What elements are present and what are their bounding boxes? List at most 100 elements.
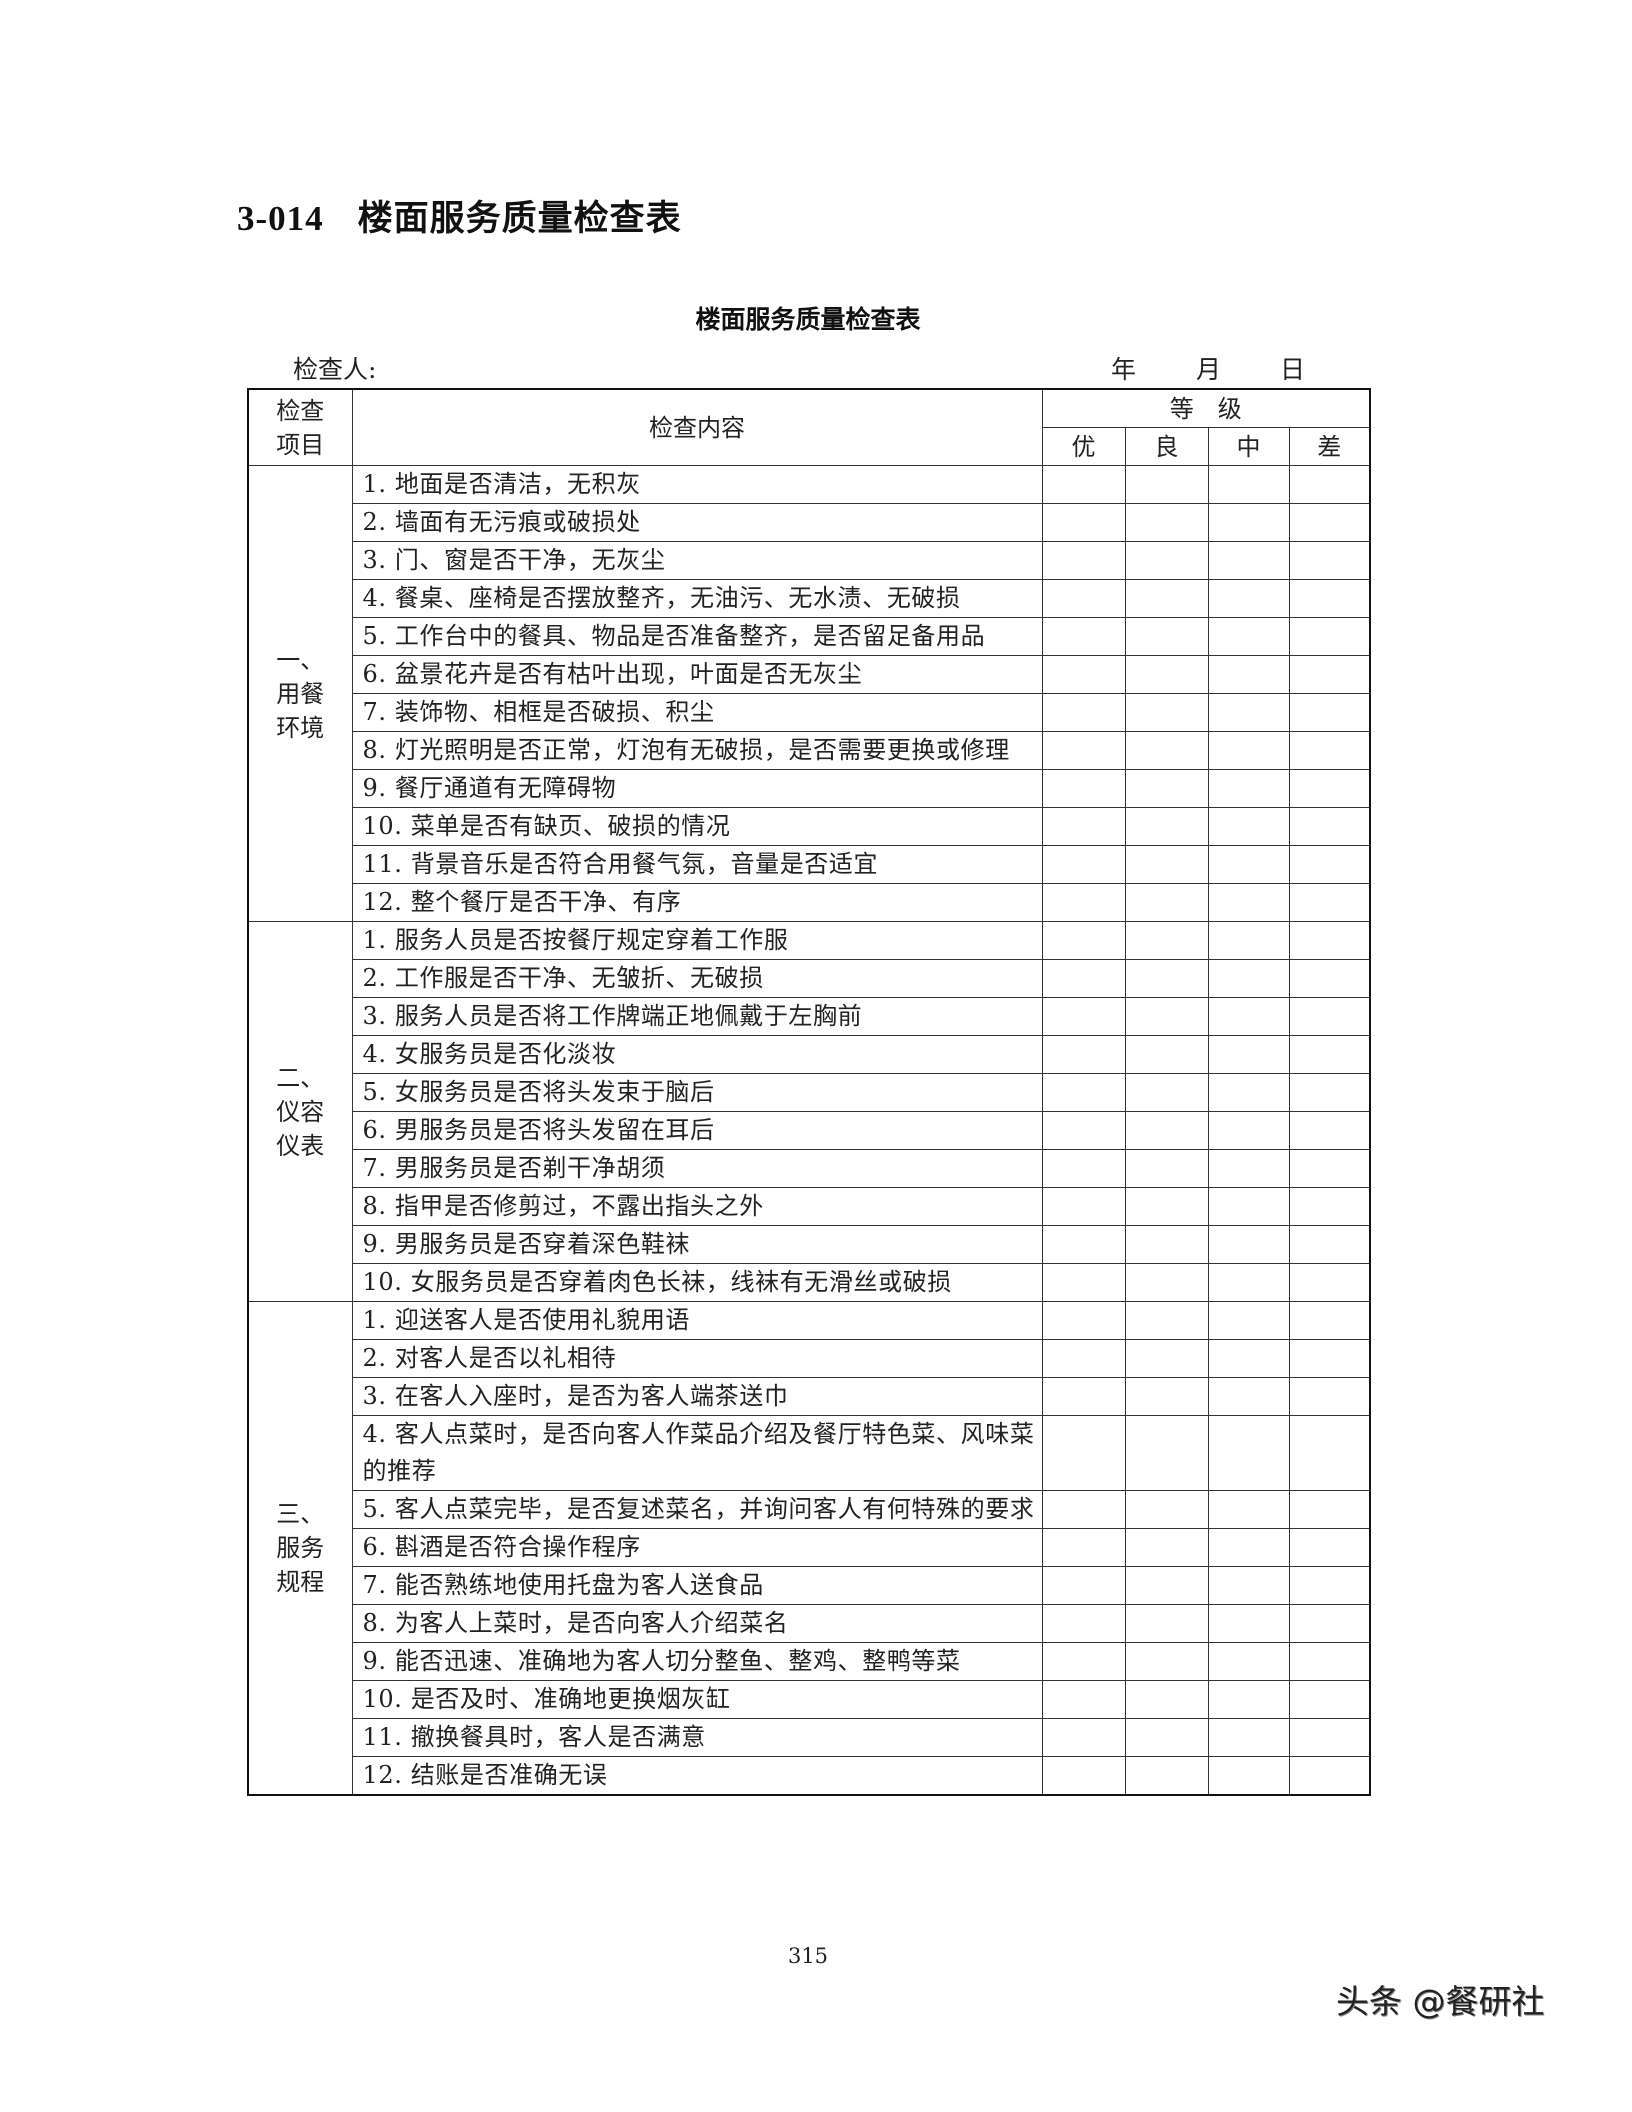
grade-cell-good[interactable] xyxy=(1124,921,1209,960)
grade-cell-poor[interactable] xyxy=(1288,1377,1371,1416)
grade-cell-poor[interactable] xyxy=(1288,1339,1371,1378)
grade-cell-good[interactable] xyxy=(1124,1377,1209,1416)
grade-cell-good[interactable] xyxy=(1124,1187,1209,1226)
grade-cell-excellent[interactable] xyxy=(1041,1301,1126,1340)
grade-cell-excellent[interactable] xyxy=(1041,1415,1126,1491)
grade-cell-poor[interactable] xyxy=(1288,693,1371,732)
grade-cell-average[interactable] xyxy=(1207,1339,1290,1378)
grade-cell-poor[interactable] xyxy=(1288,921,1371,960)
grade-cell-good[interactable] xyxy=(1124,465,1209,504)
grade-cell-average[interactable] xyxy=(1207,541,1290,580)
grade-cell-excellent[interactable] xyxy=(1041,1187,1126,1226)
grade-cell-excellent[interactable] xyxy=(1041,1263,1126,1302)
grade-cell-good[interactable] xyxy=(1124,1415,1209,1491)
grade-cell-poor[interactable] xyxy=(1288,1756,1371,1796)
grade-cell-poor[interactable] xyxy=(1288,807,1371,846)
grade-cell-poor[interactable] xyxy=(1288,731,1371,770)
grade-cell-excellent[interactable] xyxy=(1041,921,1126,960)
grade-cell-good[interactable] xyxy=(1124,883,1209,922)
grade-cell-excellent[interactable] xyxy=(1041,1528,1126,1567)
grade-cell-excellent[interactable] xyxy=(1041,1149,1126,1188)
grade-cell-poor[interactable] xyxy=(1288,1035,1371,1074)
grade-cell-excellent[interactable] xyxy=(1041,883,1126,922)
grade-cell-good[interactable] xyxy=(1124,1225,1209,1264)
grade-cell-average[interactable] xyxy=(1207,1187,1290,1226)
grade-cell-excellent[interactable] xyxy=(1041,655,1126,694)
grade-cell-good[interactable] xyxy=(1124,1149,1209,1188)
grade-cell-excellent[interactable] xyxy=(1041,1377,1126,1416)
grade-cell-average[interactable] xyxy=(1207,1680,1290,1719)
grade-cell-excellent[interactable] xyxy=(1041,959,1126,998)
grade-cell-good[interactable] xyxy=(1124,1642,1209,1681)
grade-cell-poor[interactable] xyxy=(1288,845,1371,884)
grade-cell-good[interactable] xyxy=(1124,997,1209,1036)
grade-cell-average[interactable] xyxy=(1207,1718,1290,1757)
grade-cell-poor[interactable] xyxy=(1288,1604,1371,1643)
grade-cell-average[interactable] xyxy=(1207,921,1290,960)
grade-cell-good[interactable] xyxy=(1124,769,1209,808)
grade-cell-excellent[interactable] xyxy=(1041,579,1126,618)
grade-cell-good[interactable] xyxy=(1124,1490,1209,1529)
grade-cell-excellent[interactable] xyxy=(1041,1111,1126,1150)
grade-cell-good[interactable] xyxy=(1124,1566,1209,1605)
grade-cell-average[interactable] xyxy=(1207,1035,1290,1074)
grade-cell-poor[interactable] xyxy=(1288,1566,1371,1605)
grade-cell-average[interactable] xyxy=(1207,1225,1290,1264)
grade-cell-excellent[interactable] xyxy=(1041,807,1126,846)
grade-cell-average[interactable] xyxy=(1207,1377,1290,1416)
grade-cell-average[interactable] xyxy=(1207,1528,1290,1567)
grade-cell-average[interactable] xyxy=(1207,1604,1290,1643)
grade-cell-poor[interactable] xyxy=(1288,1680,1371,1719)
grade-cell-average[interactable] xyxy=(1207,1642,1290,1681)
grade-cell-poor[interactable] xyxy=(1288,997,1371,1036)
grade-cell-poor[interactable] xyxy=(1288,1490,1371,1529)
grade-cell-average[interactable] xyxy=(1207,1301,1290,1340)
grade-cell-average[interactable] xyxy=(1207,503,1290,542)
grade-cell-excellent[interactable] xyxy=(1041,1718,1126,1757)
grade-cell-excellent[interactable] xyxy=(1041,1225,1126,1264)
grade-cell-excellent[interactable] xyxy=(1041,1490,1126,1529)
grade-cell-excellent[interactable] xyxy=(1041,693,1126,732)
grade-cell-average[interactable] xyxy=(1207,1490,1290,1529)
grade-cell-excellent[interactable] xyxy=(1041,845,1126,884)
grade-cell-excellent[interactable] xyxy=(1041,541,1126,580)
grade-cell-average[interactable] xyxy=(1207,959,1290,998)
grade-cell-average[interactable] xyxy=(1207,1415,1290,1491)
grade-cell-poor[interactable] xyxy=(1288,1073,1371,1112)
grade-cell-good[interactable] xyxy=(1124,1339,1209,1378)
grade-cell-average[interactable] xyxy=(1207,693,1290,732)
grade-cell-excellent[interactable] xyxy=(1041,503,1126,542)
grade-cell-poor[interactable] xyxy=(1288,1187,1371,1226)
grade-cell-poor[interactable] xyxy=(1288,1642,1371,1681)
grade-cell-average[interactable] xyxy=(1207,1073,1290,1112)
grade-cell-poor[interactable] xyxy=(1288,1301,1371,1340)
grade-cell-good[interactable] xyxy=(1124,579,1209,618)
grade-cell-poor[interactable] xyxy=(1288,959,1371,998)
grade-cell-average[interactable] xyxy=(1207,655,1290,694)
grade-cell-average[interactable] xyxy=(1207,617,1290,656)
grade-cell-poor[interactable] xyxy=(1288,465,1371,504)
grade-cell-average[interactable] xyxy=(1207,1756,1290,1796)
grade-cell-excellent[interactable] xyxy=(1041,1756,1126,1796)
grade-cell-average[interactable] xyxy=(1207,1149,1290,1188)
grade-cell-good[interactable] xyxy=(1124,845,1209,884)
grade-cell-good[interactable] xyxy=(1124,1301,1209,1340)
grade-cell-excellent[interactable] xyxy=(1041,1073,1126,1112)
grade-cell-good[interactable] xyxy=(1124,1263,1209,1302)
grade-cell-poor[interactable] xyxy=(1288,1528,1371,1567)
grade-cell-poor[interactable] xyxy=(1288,579,1371,618)
grade-cell-good[interactable] xyxy=(1124,959,1209,998)
grade-cell-excellent[interactable] xyxy=(1041,1642,1126,1681)
grade-cell-average[interactable] xyxy=(1207,579,1290,618)
grade-cell-good[interactable] xyxy=(1124,1035,1209,1074)
grade-cell-average[interactable] xyxy=(1207,997,1290,1036)
grade-cell-average[interactable] xyxy=(1207,845,1290,884)
grade-cell-poor[interactable] xyxy=(1288,655,1371,694)
grade-cell-average[interactable] xyxy=(1207,1263,1290,1302)
grade-cell-average[interactable] xyxy=(1207,807,1290,846)
grade-cell-poor[interactable] xyxy=(1288,1718,1371,1757)
grade-cell-poor[interactable] xyxy=(1288,1225,1371,1264)
grade-cell-good[interactable] xyxy=(1124,1718,1209,1757)
grade-cell-average[interactable] xyxy=(1207,1566,1290,1605)
grade-cell-good[interactable] xyxy=(1124,693,1209,732)
